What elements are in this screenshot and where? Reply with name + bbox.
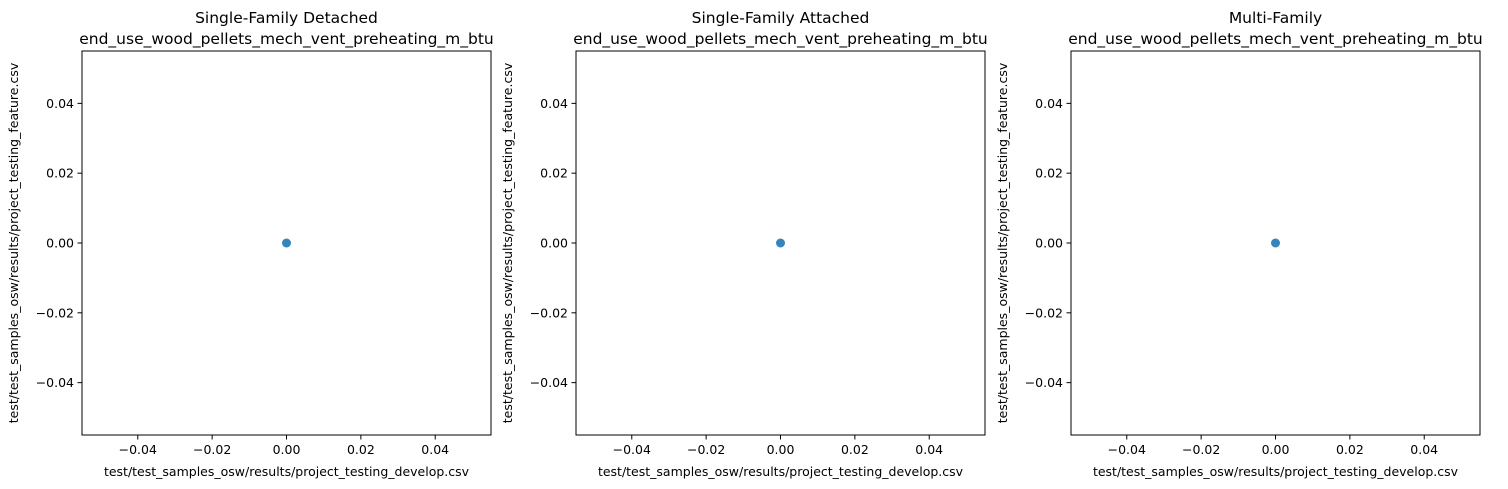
x-tick-label: −0.02 <box>687 442 725 457</box>
plot-area-frame <box>1070 50 1481 436</box>
x-tick-label: 0.04 <box>1410 442 1438 457</box>
y-tick-label: 0.00 <box>540 236 568 251</box>
y-tick-label: −0.02 <box>1025 305 1063 320</box>
y-tick-label: 0.04 <box>1035 96 1063 111</box>
y-tick-label: 0.04 <box>540 96 568 111</box>
plot-area-frame <box>81 50 492 436</box>
x-tick-label: 0.00 <box>273 442 301 457</box>
y-tick-label: −0.02 <box>530 305 568 320</box>
x-axis-ticks: −0.04 −0.02 0.00 0.02 0.04 <box>613 435 943 457</box>
subplot-single-family-detached: Single-Family Detached end_use_wood_pell… <box>6 9 494 479</box>
plot-area-frame <box>575 50 986 436</box>
x-tick-label: 0.02 <box>841 442 869 457</box>
y-axis-ticks: −0.04 −0.02 0.00 0.02 0.04 <box>36 96 82 390</box>
scatter-point <box>282 238 291 248</box>
subplot-multi-family: Multi-Family end_use_wood_pellets_mech_v… <box>995 9 1483 479</box>
subplot-subtitle: end_use_wood_pellets_mech_vent_preheatin… <box>79 30 494 49</box>
subplot-subtitle: end_use_wood_pellets_mech_vent_preheatin… <box>1068 30 1483 49</box>
scatter-points <box>776 238 785 248</box>
x-tick-label: 0.02 <box>1336 442 1364 457</box>
subplot-title: Single-Family Attached <box>692 9 870 27</box>
y-tick-label: 0.02 <box>46 166 74 181</box>
x-tick-label: −0.02 <box>1182 442 1220 457</box>
y-tick-label: 0.00 <box>46 236 74 251</box>
y-axis-label: test/test_samples_osw/results/project_te… <box>995 62 1010 423</box>
x-tick-label: 0.00 <box>1262 442 1290 457</box>
x-axis-label: test/test_samples_osw/results/project_te… <box>104 464 470 479</box>
subplot-single-family-attached: Single-Family Attached end_use_wood_pell… <box>500 9 988 479</box>
scatter-point <box>1271 238 1280 248</box>
x-tick-label: −0.04 <box>1108 442 1146 457</box>
y-axis-label: test/test_samples_osw/results/project_te… <box>6 62 21 423</box>
y-tick-label: −0.04 <box>36 375 74 390</box>
x-tick-label: 0.00 <box>767 442 795 457</box>
scatter-point <box>776 238 785 248</box>
x-tick-label: −0.02 <box>193 442 231 457</box>
x-axis-ticks: −0.04 −0.02 0.00 0.02 0.04 <box>1108 435 1438 457</box>
y-tick-label: −0.02 <box>36 305 74 320</box>
y-tick-label: 0.02 <box>540 166 568 181</box>
subplot-title: Multi-Family <box>1229 9 1322 27</box>
y-axis-ticks: −0.04 −0.02 0.00 0.02 0.04 <box>1025 96 1071 390</box>
y-axis-label: test/test_samples_osw/results/project_te… <box>500 62 515 423</box>
x-tick-label: 0.04 <box>915 442 943 457</box>
scatter-points <box>1271 238 1280 248</box>
subplot-title: Single-Family Detached <box>195 9 378 27</box>
y-tick-label: −0.04 <box>530 375 568 390</box>
x-axis-label: test/test_samples_osw/results/project_te… <box>598 464 964 479</box>
x-tick-label: 0.02 <box>347 442 375 457</box>
y-tick-label: −0.04 <box>1025 375 1063 390</box>
y-tick-label: 0.02 <box>1035 166 1063 181</box>
y-tick-label: 0.00 <box>1035 236 1063 251</box>
y-axis-ticks: −0.04 −0.02 0.00 0.02 0.04 <box>530 96 576 390</box>
x-tick-label: −0.04 <box>119 442 157 457</box>
x-tick-label: 0.04 <box>421 442 449 457</box>
scatter-points <box>282 238 291 248</box>
x-tick-label: −0.04 <box>613 442 651 457</box>
x-axis-ticks: −0.04 −0.02 0.00 0.02 0.04 <box>119 435 449 457</box>
subplot-subtitle: end_use_wood_pellets_mech_vent_preheatin… <box>573 30 988 49</box>
x-axis-label: test/test_samples_osw/results/project_te… <box>1093 464 1459 479</box>
y-tick-label: 0.04 <box>46 96 74 111</box>
